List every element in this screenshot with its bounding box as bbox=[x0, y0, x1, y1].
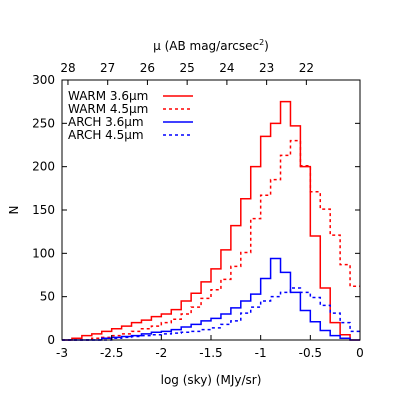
y-tick-label: 300 bbox=[32, 73, 55, 87]
x-tick-label: -2.5 bbox=[100, 346, 123, 360]
y-tick-label: 200 bbox=[32, 160, 55, 174]
y-tick-label: 100 bbox=[32, 246, 55, 260]
top-tick-label: 24 bbox=[219, 61, 234, 75]
series-line-arch-3-6um bbox=[62, 257, 360, 341]
series-line-warm-4-5um bbox=[62, 139, 360, 341]
legend-label-warm-3-6um: WARM 3.6μm bbox=[68, 89, 148, 103]
y-tick-label: 50 bbox=[40, 290, 55, 304]
legend-label-warm-4-5um: WARM 4.5μm bbox=[68, 102, 148, 116]
tick-labels-layer: -3 -2.5 -2 -1.5 -1 -0.5 0 0 50 100 150 200 250 300 28 2… bbox=[32, 61, 364, 360]
series-line-warm-3-6um bbox=[62, 100, 360, 341]
x-tick-label: -3 bbox=[56, 346, 68, 360]
y-tick-label: 150 bbox=[32, 203, 55, 217]
top-tick-label: 22 bbox=[299, 61, 314, 75]
ticks-layer bbox=[61, 79, 361, 341]
y-tick-label: 250 bbox=[32, 116, 55, 130]
top-tick-label: 28 bbox=[60, 61, 75, 75]
legend-label-arch-3-6um: ARCH 3.6μm bbox=[68, 115, 144, 129]
x-tick-label: -0.5 bbox=[299, 346, 322, 360]
x-tick-label: 0 bbox=[356, 346, 364, 360]
y-tick-label: 0 bbox=[47, 333, 55, 347]
top-tick-label: 26 bbox=[140, 61, 155, 75]
series-line-arch-4-5um bbox=[62, 287, 360, 341]
x-tick-label: -1 bbox=[255, 346, 267, 360]
top-axis-title: μ (AB mag/arcsec2) bbox=[153, 38, 269, 53]
top-tick-label: 27 bbox=[100, 61, 115, 75]
top-tick-label: 25 bbox=[180, 61, 195, 75]
x-axis-title: log (sky) (MJy/sr) bbox=[161, 373, 262, 387]
y-axis-title: N bbox=[7, 206, 21, 215]
top-tick-label: 23 bbox=[259, 61, 274, 75]
legend-label-arch-4-5um: ARCH 4.5μm bbox=[68, 128, 144, 142]
series-layer bbox=[62, 100, 360, 341]
x-tick-label: -1.5 bbox=[199, 346, 222, 360]
x-tick-label: -2 bbox=[155, 346, 167, 360]
